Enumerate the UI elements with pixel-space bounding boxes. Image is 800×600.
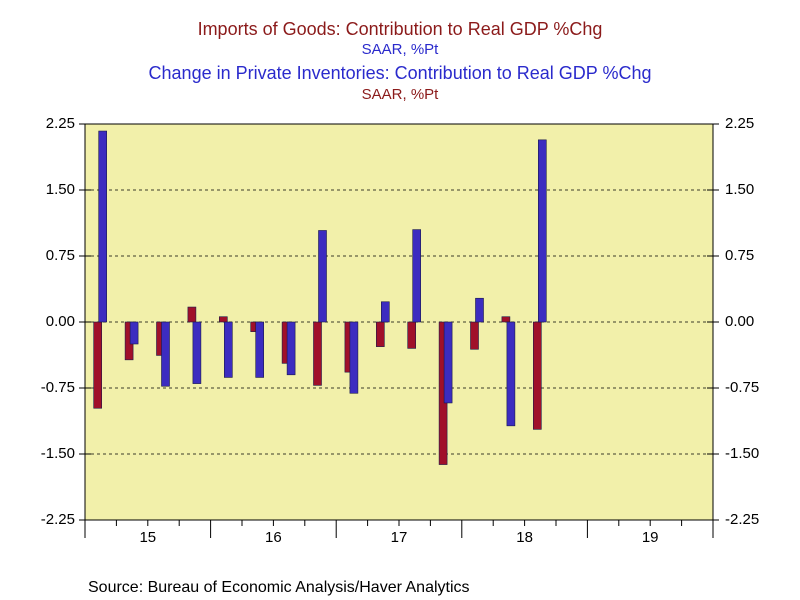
chart-subtitle: SAAR, %Pt [362,41,440,58]
bar [375,321,385,347]
y-tick-label: 0.00 [46,313,75,330]
bar [407,321,417,349]
bar [93,321,102,409]
y-tick-label: -2.25 [41,511,75,528]
bar [532,321,542,430]
bar [219,316,228,323]
bar [255,321,264,378]
chart-title: Imports of Goods: Contribution to Real G… [198,19,603,39]
bar [412,229,422,323]
x-tick-label: 17 [391,529,408,546]
bar [349,321,359,394]
x-tick-label: 16 [265,529,282,546]
bar [501,316,511,323]
chart-title-2: Change in Private Inventories: Contribut… [149,63,652,83]
bar [98,130,107,323]
source-note: Source: Bureau of Economic Analysis/Have… [88,579,470,596]
y2-tick-label: -1.50 [725,445,759,462]
bar [161,321,170,387]
bar [443,321,453,404]
bar [286,321,296,376]
y2-tick-label: 1.50 [725,181,754,198]
chart-subtitle-2: SAAR, %Pt [362,86,440,103]
bar [129,321,139,345]
x-tick-label: 18 [516,529,533,546]
bar [192,321,202,384]
bar [380,301,390,323]
bar [187,306,197,323]
y2-tick-label: -2.25 [725,511,759,528]
y-tick-label: -1.50 [41,445,75,462]
y2-tick-label: 0.75 [725,247,754,264]
y2-tick-label: 0.00 [725,313,754,330]
y-tick-label: 1.50 [46,181,75,198]
y-tick-label: -0.75 [41,379,75,396]
bar [313,321,322,386]
y2-tick-label: -0.75 [725,379,759,396]
y-tick-label: 0.75 [46,247,75,264]
x-tick-label: 19 [642,529,659,546]
bar [537,139,547,323]
bar [470,321,479,350]
bar [506,321,516,427]
bar [475,297,484,323]
x-tick-label: 15 [139,529,156,546]
y2-tick-label: 2.25 [725,115,754,132]
bar [318,230,327,323]
bar [224,321,233,378]
y-tick-label: 2.25 [46,115,75,132]
